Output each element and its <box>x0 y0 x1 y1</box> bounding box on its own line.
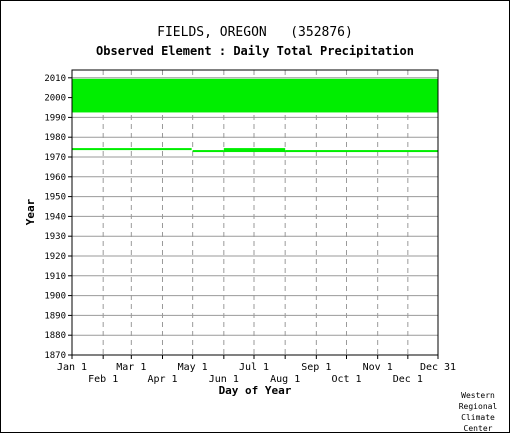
x-tick-label: Apr 1 <box>147 374 177 385</box>
x-tick-label: Mar 1 <box>116 362 146 373</box>
y-tick-label: 2000 <box>44 94 66 104</box>
x-tick-label: Dec 1 <box>393 374 423 385</box>
data-coverage-band <box>72 78 438 113</box>
x-tick-label: Aug 1 <box>270 374 300 385</box>
y-tick-label: 1890 <box>44 311 66 321</box>
y-tick-label: 1990 <box>44 113 66 123</box>
y-tick-label: 1980 <box>44 133 66 143</box>
credit-line: Regional <box>458 402 498 411</box>
y-tick-label: 1880 <box>44 331 66 341</box>
y-tick-label: 1870 <box>44 351 66 361</box>
y-tick-label: 2010 <box>44 74 66 84</box>
wrcc-credit: Western Regional Climate Center <box>451 390 505 434</box>
x-tick-label: Jan 1 <box>57 362 87 373</box>
chart-title: FIELDS, OREGON (352876) <box>157 25 353 40</box>
data-coverage-band <box>285 150 438 153</box>
x-axis-label: Day of Year <box>219 384 292 397</box>
plot-border <box>71 69 439 356</box>
data-coverage-band <box>223 148 286 153</box>
x-tick-label: Oct 1 <box>331 374 361 385</box>
x-tick-label: Sep 1 <box>301 362 331 373</box>
x-tick-label: Jun 1 <box>209 374 239 385</box>
x-tick-label: Feb 1 <box>88 374 118 385</box>
data-coverage-band <box>72 148 192 151</box>
x-tick-label: Dec 31 <box>420 362 456 373</box>
chart-subtitle: Observed Element : Daily Total Precipita… <box>96 44 414 58</box>
x-tick-label: May 1 <box>178 362 208 373</box>
y-tick-label: 1960 <box>44 173 66 183</box>
y-tick-label: 1940 <box>44 212 66 222</box>
y-tick-label: 1930 <box>44 232 66 242</box>
y-tick-label: 1970 <box>44 153 66 163</box>
y-axis-label: Year <box>24 198 37 225</box>
credit-line: Western <box>461 391 495 400</box>
x-tick-label: Nov 1 <box>363 362 393 373</box>
y-tick-label: 1920 <box>44 252 66 262</box>
data-coverage-band <box>192 150 224 153</box>
y-tick-label: 1910 <box>44 272 66 282</box>
y-tick-label: 1900 <box>44 292 66 302</box>
credit-line: Climate <box>461 413 495 422</box>
x-tick-label: Jul 1 <box>239 362 269 373</box>
y-tick-label: 1950 <box>44 193 66 203</box>
credit-line: Center <box>463 424 493 433</box>
